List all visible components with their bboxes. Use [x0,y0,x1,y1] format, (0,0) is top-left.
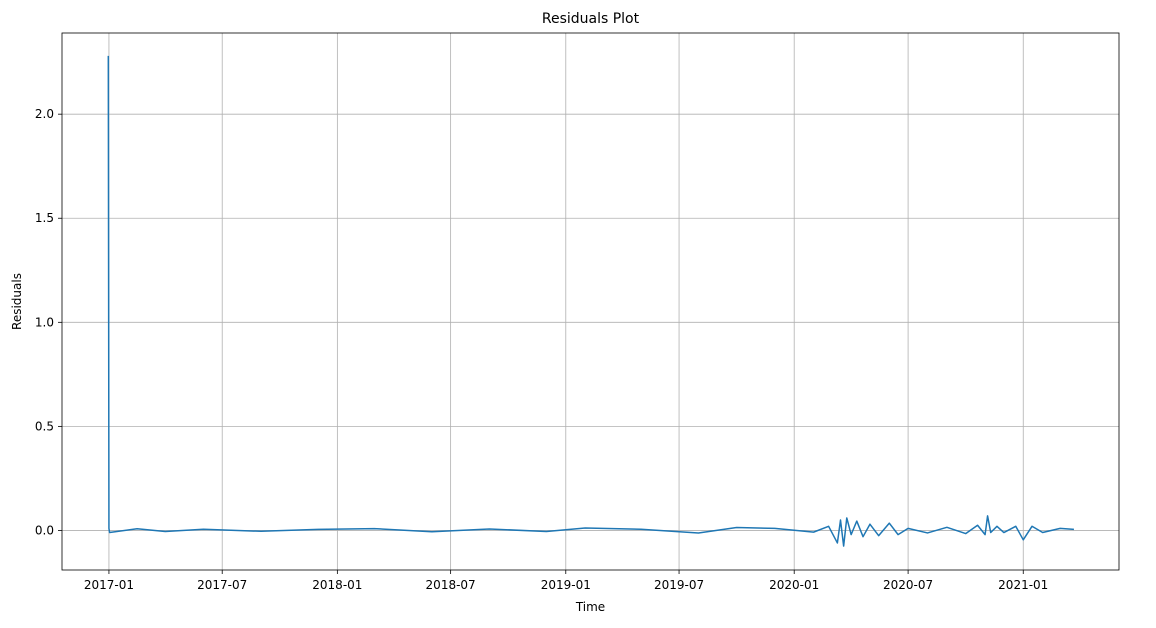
x-tick-label: 2020-07 [883,578,933,592]
x-tick-label: 2017-07 [197,578,247,592]
y-tick-label: 1.0 [35,315,54,329]
plot-frame [61,32,1120,571]
grid-layer [62,33,1119,570]
x-tick-label: 2018-01 [312,578,362,592]
x-tick-label: 2020-01 [769,578,819,592]
ticks-layer: 2017-01 2017-07 2018-01 2018-07 2019-01 2019-… [35,107,1048,592]
y-tick-label: 0.0 [35,523,54,537]
x-tick-label: 2018-07 [426,578,476,592]
x-tick-label: 2021-01 [998,578,1048,592]
y-tick-label: 0.5 [35,419,54,433]
y-tick-label: 2.0 [35,107,54,121]
residuals-series-line [107,55,1074,547]
series-layer [107,55,1074,547]
x-axis-title: Time [575,600,605,614]
chart-title: Residuals Plot [542,11,640,27]
x-tick-label: 2019-07 [654,578,704,592]
y-tick-label: 1.5 [35,211,54,225]
y-axis-title: Residuals [10,273,24,330]
x-tick-label: 2017-01 [84,578,134,592]
x-tick-label: 2019-01 [541,578,591,592]
